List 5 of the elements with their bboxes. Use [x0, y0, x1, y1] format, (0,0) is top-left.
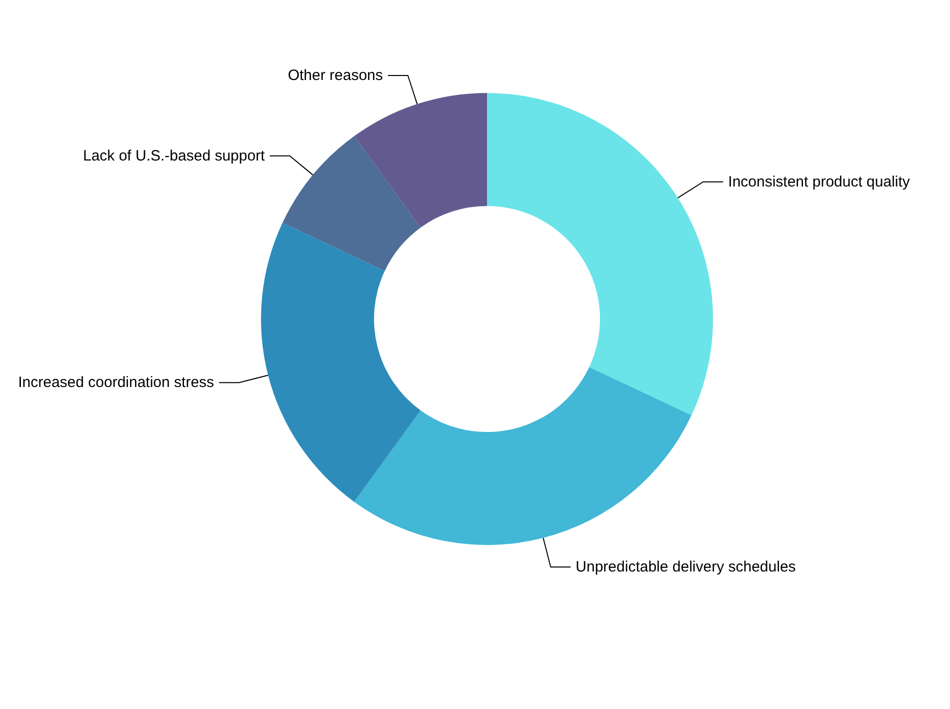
slice-label: Unpredictable delivery schedules [576, 558, 796, 576]
slice-label: Other reasons [288, 67, 383, 84]
slice-label: Increased coordination stress [18, 374, 214, 392]
slice-label: Lack of U.S.-based support [82, 147, 266, 164]
slice-label: Inconsistent product quality [728, 173, 910, 190]
